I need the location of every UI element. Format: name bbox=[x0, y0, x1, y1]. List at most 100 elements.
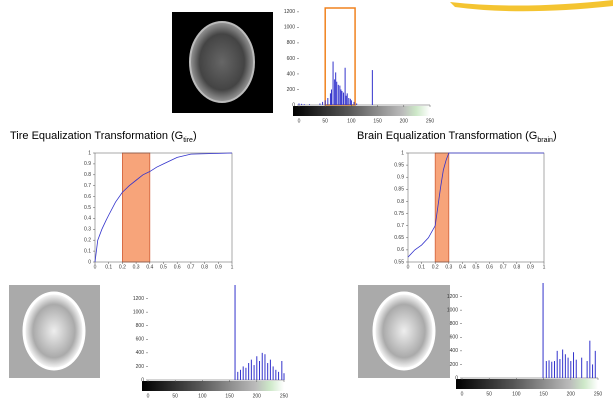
x-tick-label: 0.7 bbox=[187, 264, 194, 270]
bar bbox=[351, 100, 352, 105]
y-tick-label: 0.55 bbox=[394, 259, 404, 265]
bar bbox=[333, 62, 334, 105]
y-tick-label: 0.6 bbox=[84, 194, 91, 200]
x-tick-label: 100 bbox=[198, 393, 207, 399]
bar bbox=[341, 91, 342, 105]
y-tick-label: 0.7 bbox=[397, 223, 404, 229]
brain bbox=[190, 22, 254, 102]
heading-text: Brain Equalization Transformation (G bbox=[357, 130, 537, 142]
heading-end: ) bbox=[553, 130, 557, 142]
bar bbox=[557, 351, 558, 378]
y-tick-label: 0 bbox=[455, 375, 458, 381]
bar bbox=[589, 341, 590, 378]
bar bbox=[309, 104, 310, 105]
decor-stroke bbox=[450, 0, 613, 11]
y-tick-label: 1200 bbox=[284, 9, 295, 15]
bar bbox=[304, 104, 305, 105]
bar bbox=[245, 368, 246, 380]
x-tick-label: 100 bbox=[347, 118, 356, 124]
y-tick-label: 200 bbox=[136, 364, 145, 370]
x-tick-label: 200 bbox=[567, 391, 576, 397]
highlight bbox=[122, 153, 149, 262]
y-tick-label: 200 bbox=[450, 362, 459, 368]
x-tick-label: 150 bbox=[373, 118, 382, 124]
bar bbox=[235, 285, 236, 380]
y-tick-label: 1000 bbox=[133, 309, 144, 315]
bar bbox=[237, 372, 238, 380]
bar bbox=[299, 103, 300, 105]
bar bbox=[551, 362, 552, 378]
x-tick-label: 0.6 bbox=[486, 264, 493, 270]
x-tick-label: 50 bbox=[486, 391, 492, 397]
y-tick-label: 0.9 bbox=[397, 175, 404, 181]
bar bbox=[254, 365, 255, 380]
bar bbox=[262, 353, 263, 380]
bar bbox=[259, 361, 260, 380]
bar bbox=[581, 358, 582, 378]
y-tick-label: 0.8 bbox=[84, 172, 91, 178]
y-tick-label: 1 bbox=[88, 150, 91, 156]
y-tick-label: 0.3 bbox=[84, 227, 91, 233]
bar bbox=[570, 361, 571, 378]
x-tick-label: 0.4 bbox=[459, 264, 466, 270]
x-tick-label: 0.2 bbox=[119, 264, 126, 270]
plot-frame bbox=[95, 153, 232, 262]
y-tick-label: 600 bbox=[136, 337, 145, 343]
heading-sub: brain bbox=[537, 137, 553, 144]
bar bbox=[573, 352, 574, 378]
x-tick-label: 150 bbox=[225, 393, 234, 399]
bar bbox=[543, 283, 544, 378]
y-tick-label: 0.4 bbox=[84, 216, 91, 222]
y-tick-label: 400 bbox=[136, 350, 145, 356]
bar bbox=[343, 93, 344, 105]
colorbar bbox=[456, 379, 598, 389]
x-tick-label: 0.9 bbox=[215, 264, 222, 270]
y-tick-label: 0.5 bbox=[84, 205, 91, 211]
bar bbox=[559, 359, 560, 378]
x-tick-label: 1 bbox=[231, 264, 234, 270]
bar bbox=[372, 70, 373, 105]
bar bbox=[568, 358, 569, 378]
bar bbox=[549, 360, 550, 378]
y-tick-label: 0.2 bbox=[84, 238, 91, 244]
bar bbox=[334, 79, 335, 105]
brain bbox=[24, 293, 84, 369]
x-tick-label: 0.2 bbox=[432, 264, 439, 270]
y-tick-label: 600 bbox=[287, 56, 296, 62]
y-tick-label: 200 bbox=[287, 87, 296, 93]
heading-sub: tire bbox=[183, 137, 193, 144]
colorbar bbox=[142, 381, 284, 391]
y-tick-label: 1000 bbox=[284, 25, 295, 31]
x-tick-label: 0.3 bbox=[445, 264, 452, 270]
y-tick-label: 400 bbox=[287, 71, 296, 77]
bar bbox=[301, 104, 302, 105]
y-tick-label: 0.95 bbox=[394, 162, 404, 168]
bar bbox=[256, 356, 257, 380]
bar bbox=[576, 360, 577, 378]
y-tick-label: 0.1 bbox=[84, 248, 91, 254]
y-tick-label: 800 bbox=[287, 40, 296, 46]
bar bbox=[264, 354, 265, 380]
y-tick-label: 0.7 bbox=[84, 183, 91, 189]
x-tick-label: 150 bbox=[539, 391, 548, 397]
x-tick-label: 0.4 bbox=[146, 264, 153, 270]
x-tick-label: 0 bbox=[407, 264, 410, 270]
bar bbox=[554, 361, 555, 378]
x-tick-label: 0 bbox=[94, 264, 97, 270]
bar bbox=[350, 99, 351, 105]
bar bbox=[339, 86, 340, 105]
x-tick-label: 0.6 bbox=[174, 264, 181, 270]
colorbar bbox=[293, 106, 430, 116]
bar bbox=[331, 89, 332, 105]
bar bbox=[340, 89, 341, 105]
bar bbox=[248, 363, 249, 380]
bar bbox=[273, 366, 274, 380]
x-tick-label: 0 bbox=[147, 393, 150, 399]
bar bbox=[347, 93, 348, 105]
x-tick-label: 0.1 bbox=[418, 264, 425, 270]
x-tick-label: 250 bbox=[280, 393, 289, 399]
y-tick-label: 0.75 bbox=[394, 211, 404, 217]
x-tick-label: 100 bbox=[512, 391, 521, 397]
x-tick-label: 0 bbox=[298, 118, 301, 124]
heading-text: Tire Equalization Transformation (G bbox=[10, 130, 183, 142]
